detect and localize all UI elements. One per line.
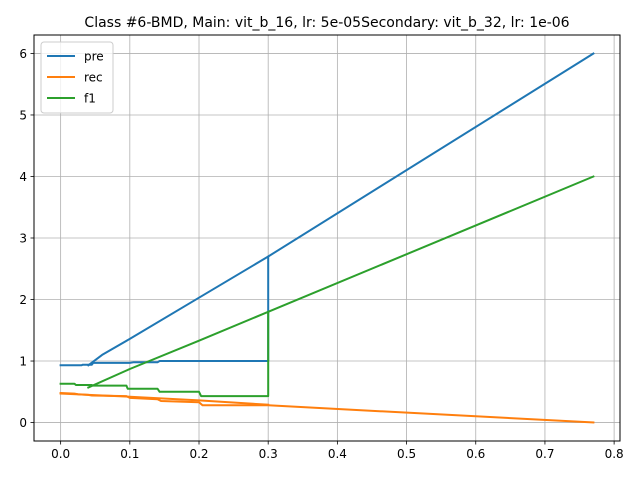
x-tick-label: 0.2	[189, 447, 208, 461]
legend: pre rec f1	[40, 41, 114, 114]
series-layer	[59, 52, 595, 424]
x-tick-label: 0.5	[397, 447, 416, 461]
y-tick-label: 5	[19, 108, 27, 122]
x-tick-label: 0.3	[259, 447, 278, 461]
x-tick-label: 0.4	[328, 447, 347, 461]
x-tick-label: 0.7	[535, 447, 554, 461]
series-line-f1	[59, 175, 595, 398]
y-axis: 0 1 2 3 4 5 6	[19, 47, 34, 430]
legend-label-rec: rec	[84, 71, 103, 85]
y-tick-label: 0	[19, 416, 27, 430]
x-tick-label: 0.0	[51, 447, 70, 461]
series-line	[86, 310, 270, 389]
y-tick-label: 1	[19, 355, 27, 369]
x-tick-label: 0.8	[605, 447, 624, 461]
x-tick-label: 0.6	[466, 447, 485, 461]
x-tick-label: 0.1	[120, 447, 139, 461]
y-tick-label: 2	[19, 293, 27, 307]
series-line	[59, 392, 270, 406]
series-line	[86, 255, 270, 367]
grid	[34, 35, 620, 441]
chart-title: Class #6-BMD, Main: vit_b_16, lr: 5e-05S…	[84, 15, 569, 31]
y-tick-label: 6	[19, 47, 27, 61]
x-axis: 0.0 0.1 0.2 0.3 0.4 0.5 0.6 0.7 0.8	[51, 441, 624, 461]
y-tick-label: 4	[19, 170, 27, 184]
legend-label-pre: pre	[84, 50, 104, 64]
legend-label-f1: f1	[84, 92, 96, 106]
legend-frame	[40, 41, 114, 114]
y-tick-label: 3	[19, 232, 27, 246]
